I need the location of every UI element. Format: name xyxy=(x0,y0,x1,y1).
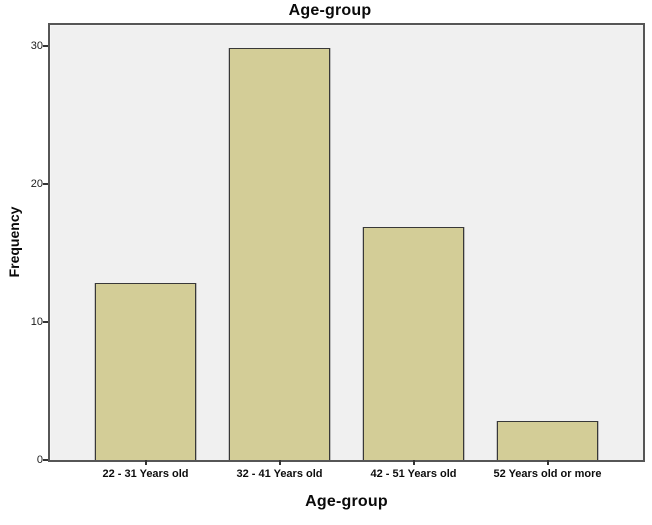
x-tick-mark xyxy=(144,460,147,465)
x-tick-label category-label: 42 - 51 Years old xyxy=(370,468,457,480)
y-tick-label: 30 xyxy=(30,40,43,52)
bar-3 xyxy=(363,227,464,460)
x-tick-mark xyxy=(278,460,281,465)
x-tick-label category-label: 52 Years old or more xyxy=(493,468,602,480)
bar-4 xyxy=(497,421,598,460)
x-tick-label category-label: 32 - 41 Years old xyxy=(236,468,323,480)
y-tick-label: 20 xyxy=(30,178,43,190)
bar-1 xyxy=(95,283,196,460)
y-tick-label: 0 xyxy=(36,454,43,466)
y-tick-mark xyxy=(43,459,48,461)
y-tick-mark xyxy=(43,183,48,185)
x-tick-mark xyxy=(412,460,415,465)
x-tick-label category-label: 22 - 31 Years old xyxy=(102,468,189,480)
x-tick-mark xyxy=(546,460,549,465)
y-tick-mark xyxy=(43,45,48,47)
y-tick-label: 10 xyxy=(30,316,43,328)
y-tick-mark xyxy=(43,321,48,323)
plot-area xyxy=(48,23,645,462)
bar-2 xyxy=(229,48,330,460)
x-axis-title: Age-group xyxy=(305,493,388,510)
chart-title: Age-group xyxy=(288,2,372,19)
y-axis-title: Frequency xyxy=(6,206,22,278)
